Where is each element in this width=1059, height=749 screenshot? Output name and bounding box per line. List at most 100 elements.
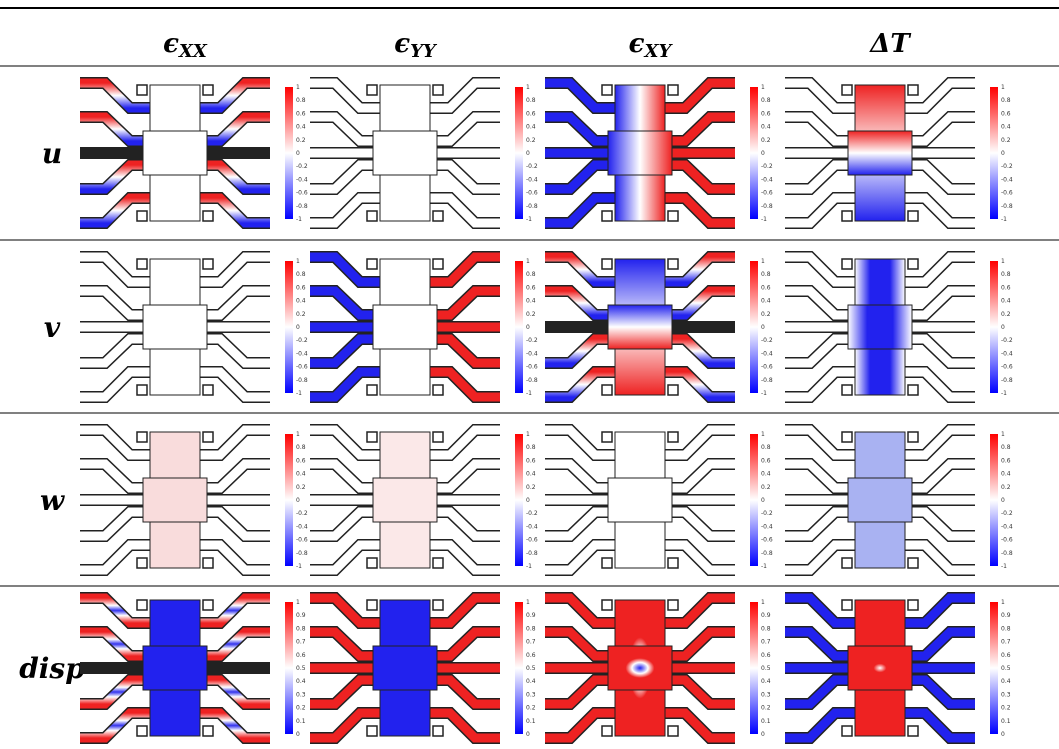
pad <box>432 725 444 737</box>
colorbar-tick-label: 0.8 <box>526 444 536 451</box>
pad <box>841 258 853 270</box>
body-cross <box>372 304 438 350</box>
colorbar-tick-label: -0.4 <box>296 523 308 530</box>
arm <box>662 507 735 541</box>
arm <box>310 78 383 113</box>
arm <box>662 252 735 287</box>
body-cross <box>607 304 673 350</box>
colorbar-tick-label: 0 <box>761 150 765 157</box>
colorbar-tick-label: -0.8 <box>761 203 773 210</box>
pad <box>907 725 919 737</box>
pad <box>601 384 613 396</box>
colorbar-tick-label: 0 <box>296 497 300 504</box>
arm <box>197 252 270 287</box>
colorbar-tick-label: 0.6 <box>296 284 306 291</box>
arm <box>785 459 858 493</box>
arm <box>197 160 270 194</box>
pad <box>136 599 148 611</box>
colorbar-tick-label: 0.4 <box>1001 471 1011 478</box>
column-header: ΔT <box>868 29 911 59</box>
colorbar-tick-label: 0.2 <box>761 311 771 318</box>
arm <box>427 593 500 628</box>
colorbar-tick-label: 0.2 <box>526 137 536 144</box>
arm <box>902 334 975 368</box>
colorbar-tick-label: 0.4 <box>761 471 771 478</box>
colorbar-tick-label: 0.8 <box>761 625 771 632</box>
colorbar-tick-label: -0.8 <box>761 550 773 557</box>
body-cross <box>607 130 673 176</box>
device <box>80 251 270 403</box>
pad <box>841 725 853 737</box>
colorbar-tick-label: 1 <box>526 258 530 265</box>
colorbar-tick-label: -0.2 <box>526 163 538 170</box>
header-symbol: ϵ <box>629 29 645 59</box>
device <box>545 424 735 576</box>
pad <box>667 599 679 611</box>
colorbar-tick-label: 0.8 <box>296 625 306 632</box>
colorbar-tick-label: -1 <box>761 563 767 570</box>
colorbar-tick-label: 0.2 <box>1001 311 1011 318</box>
colorbar-tick-label: 0 <box>1001 731 1005 738</box>
colorbar <box>990 261 998 393</box>
arm <box>80 627 153 661</box>
colorbar-tick-label: 1 <box>1001 258 1005 265</box>
colorbar-tick-label: 0.4 <box>761 124 771 131</box>
colorbar-tick-label: -0.6 <box>1001 190 1013 197</box>
arm <box>902 425 975 460</box>
arm <box>545 540 618 575</box>
pad <box>667 431 679 443</box>
arm <box>197 425 270 460</box>
colorbar-tick-label: -0.6 <box>1001 537 1013 544</box>
colorbar-tick-label: 0.7 <box>526 639 536 646</box>
column-header: ϵXY <box>629 29 674 62</box>
pad <box>601 725 613 737</box>
colorbar-tick-label: 0.1 <box>526 718 536 725</box>
colorbar-tick-label: -0.4 <box>761 350 773 357</box>
arm <box>197 507 270 541</box>
arm <box>662 78 735 113</box>
colorbar-tick-label: -0.4 <box>296 176 308 183</box>
arm <box>662 286 735 320</box>
pad <box>202 431 214 443</box>
colorbar-tick-label: 0.6 <box>296 652 306 659</box>
arm <box>545 425 618 460</box>
arm <box>785 334 858 368</box>
colorbar-tick-label: 0.6 <box>296 110 306 117</box>
body-cross <box>847 477 913 523</box>
arm <box>902 507 975 541</box>
colorbar-tick-label: 0.2 <box>1001 137 1011 144</box>
arm <box>662 675 735 709</box>
colorbar-tick-label: -0.6 <box>526 537 538 544</box>
pad <box>432 210 444 222</box>
pad <box>136 725 148 737</box>
device <box>310 592 500 744</box>
colorbar-tick-label: -0.2 <box>761 510 773 517</box>
colorbar-tick-label: -0.6 <box>526 190 538 197</box>
pad <box>841 557 853 569</box>
arm <box>310 540 383 575</box>
pad <box>907 599 919 611</box>
row-label: disp <box>19 652 85 685</box>
arm <box>902 78 975 113</box>
colorbar-tick-label: 0.6 <box>1001 457 1011 464</box>
colorbar-tick-label: 0 <box>1001 150 1005 157</box>
colorbar-tick-label: -0.8 <box>761 377 773 384</box>
colorbar-tick-label: 1 <box>761 84 765 91</box>
colorbar-tick-label: 0 <box>1001 324 1005 331</box>
arm <box>197 593 270 628</box>
colorbar-tick-label: 0.2 <box>296 137 306 144</box>
colorbar-tick-label: 0 <box>1001 497 1005 504</box>
colorbar-tick-label: 1 <box>296 431 300 438</box>
colorbar <box>515 261 523 393</box>
arm <box>80 593 153 628</box>
colorbar <box>515 87 523 219</box>
pad <box>432 557 444 569</box>
arm <box>197 112 270 146</box>
header-subscript: XX <box>178 41 208 62</box>
pad <box>601 210 613 222</box>
arm <box>197 459 270 493</box>
colorbar-tick-label: 1 <box>296 84 300 91</box>
device <box>310 424 500 576</box>
colorbar-tick-label: 0.8 <box>296 271 306 278</box>
body-cross <box>372 645 438 691</box>
